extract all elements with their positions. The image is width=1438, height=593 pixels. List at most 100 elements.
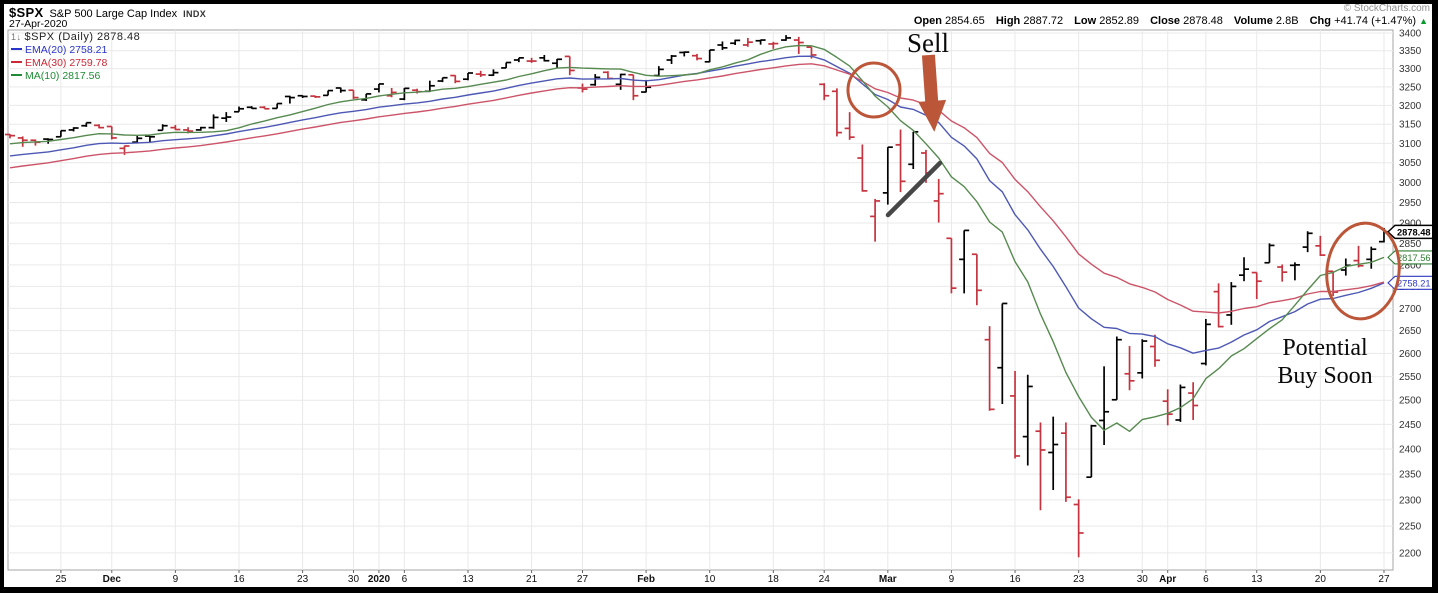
svg-text:Feb: Feb: [637, 574, 655, 585]
price-axis-callouts: 2878.48 2817.56 2758.21: [1386, 224, 1436, 290]
low-label: Low: [1074, 15, 1097, 27]
svg-text:2878.48: 2878.48: [1397, 227, 1431, 237]
svg-text:3150: 3150: [1399, 120, 1422, 131]
svg-text:2817.56: 2817.56: [1397, 253, 1431, 263]
svg-text:6: 6: [1203, 574, 1209, 585]
moving-average-lines: [9, 44, 1385, 432]
svg-text:3000: 3000: [1399, 178, 1422, 189]
potential-buy-annotation-text: Potential Buy Soon: [1266, 334, 1384, 390]
svg-text:2400: 2400: [1399, 444, 1422, 455]
high-label: High: [995, 15, 1021, 27]
svg-text:2800: 2800: [1399, 260, 1422, 271]
close-value: 2878.48: [1183, 15, 1223, 27]
sell-arrow-icon: [918, 54, 947, 132]
svg-text:16: 16: [233, 574, 245, 585]
chart-header: $SPX S&P 500 Large Cap Index INDX: [9, 4, 206, 22]
legend-item-label: MA(10) 2817.56: [25, 70, 101, 82]
svg-text:3100: 3100: [1399, 139, 1422, 150]
legend-title: $SPX (Daily) 2878.48: [24, 31, 141, 43]
svg-text:3050: 3050: [1399, 158, 1422, 169]
chg-value: +41.74 (+1.47%): [1334, 15, 1417, 27]
ema30-line-swatch-icon: [11, 61, 22, 64]
legend-item-label: EMA(30) 2759.78: [25, 57, 108, 69]
svg-text:Apr: Apr: [1159, 574, 1176, 585]
sell-crossover-circle-annotation: [846, 61, 902, 119]
svg-text:2500: 2500: [1399, 396, 1422, 407]
screen-border-top: [0, 0, 1438, 4]
ema20-line-swatch-icon: [11, 48, 22, 51]
svg-text:30: 30: [1137, 574, 1149, 585]
trendline-annotation: [885, 160, 943, 218]
chart-style-icon[interactable]: 1↓: [11, 32, 22, 42]
svg-text:2200: 2200: [1399, 548, 1422, 559]
svg-text:21: 21: [526, 574, 538, 585]
chart-gridlines: [7, 29, 1394, 573]
buy-crossover-circle-annotation: [1325, 221, 1401, 321]
ohlc-price-bars: [5, 35, 1389, 558]
legend-item-0: EMA(20) 2758.21: [11, 44, 140, 56]
low-value: 2852.89: [1099, 15, 1139, 27]
svg-text:Dec: Dec: [103, 574, 122, 585]
legend-item-1: EMA(30) 2759.78: [11, 57, 140, 69]
svg-text:3250: 3250: [1399, 82, 1422, 93]
svg-text:27: 27: [1378, 574, 1390, 585]
svg-text:2700: 2700: [1399, 304, 1422, 315]
symbol-label: $SPX: [9, 5, 44, 20]
quote-chg-arrow: ▲: [1419, 16, 1428, 26]
open-label: Open: [913, 15, 942, 27]
svg-text:27: 27: [577, 574, 589, 585]
svg-text:2350: 2350: [1399, 470, 1422, 481]
chart-date-label: 27-Apr-2020: [9, 18, 68, 30]
svg-text:2450: 2450: [1399, 420, 1422, 431]
svg-text:23: 23: [1073, 574, 1085, 585]
svg-text:16: 16: [1009, 574, 1021, 585]
chg-label: Chg: [1309, 15, 1331, 27]
open-value: 2854.65: [945, 15, 985, 27]
svg-text:6: 6: [402, 574, 408, 585]
svg-text:23: 23: [297, 574, 309, 585]
screen-border-bottom: [0, 587, 1438, 593]
svg-text:18: 18: [768, 574, 780, 585]
svg-text:9: 9: [173, 574, 179, 585]
sell-annotation-text: Sell: [906, 28, 949, 58]
screen-border-right: [1432, 0, 1438, 593]
chart-legend: 1↓ $SPX (Daily) 2878.48 EMA(20) 2758.21 E…: [11, 31, 140, 82]
screen-border-left: [0, 0, 4, 593]
svg-text:9: 9: [949, 574, 955, 585]
exchange-label: INDX: [183, 9, 207, 19]
svg-text:2250: 2250: [1399, 522, 1422, 533]
ma10-line-swatch-icon: [11, 74, 22, 77]
svg-text:10: 10: [704, 574, 716, 585]
svg-text:13: 13: [1251, 574, 1263, 585]
svg-text:2550: 2550: [1399, 372, 1422, 383]
svg-text:24: 24: [819, 574, 831, 585]
svg-text:2850: 2850: [1399, 239, 1422, 250]
stockcharts-credit-link[interactable]: © StockCharts.com: [1343, 3, 1430, 14]
high-value: 2887.72: [1023, 15, 1064, 27]
svg-text:13: 13: [462, 574, 474, 585]
svg-text:2950: 2950: [1399, 198, 1422, 209]
svg-text:25: 25: [55, 574, 67, 585]
svg-text:20: 20: [1315, 574, 1327, 585]
svg-text:3400: 3400: [1399, 29, 1422, 40]
svg-text:2758.21: 2758.21: [1397, 278, 1431, 288]
svg-text:2900: 2900: [1399, 218, 1422, 229]
svg-text:Mar: Mar: [879, 574, 897, 585]
svg-text:2020: 2020: [368, 574, 391, 585]
svg-text:3200: 3200: [1399, 101, 1422, 112]
potential-buy-line2: Buy Soon: [1277, 363, 1373, 389]
svg-text:2300: 2300: [1399, 495, 1422, 506]
potential-buy-line1: Potential: [1282, 335, 1368, 361]
legend-title-row: 1↓ $SPX (Daily) 2878.48: [11, 31, 140, 43]
legend-item-2: MA(10) 2817.56: [11, 70, 140, 82]
chart-axis-labels: 2200 2250 2300 2350 2400 2450 2500 2550 2600 2650…: [55, 29, 1421, 586]
svg-text:2650: 2650: [1399, 326, 1422, 337]
close-label: Close: [1150, 15, 1181, 27]
svg-text:2600: 2600: [1399, 349, 1422, 360]
volume-label: Volume: [1233, 15, 1273, 27]
svg-text:3350: 3350: [1399, 46, 1422, 57]
svg-text:3300: 3300: [1399, 64, 1422, 75]
legend-item-label: EMA(20) 2758.21: [25, 44, 108, 56]
